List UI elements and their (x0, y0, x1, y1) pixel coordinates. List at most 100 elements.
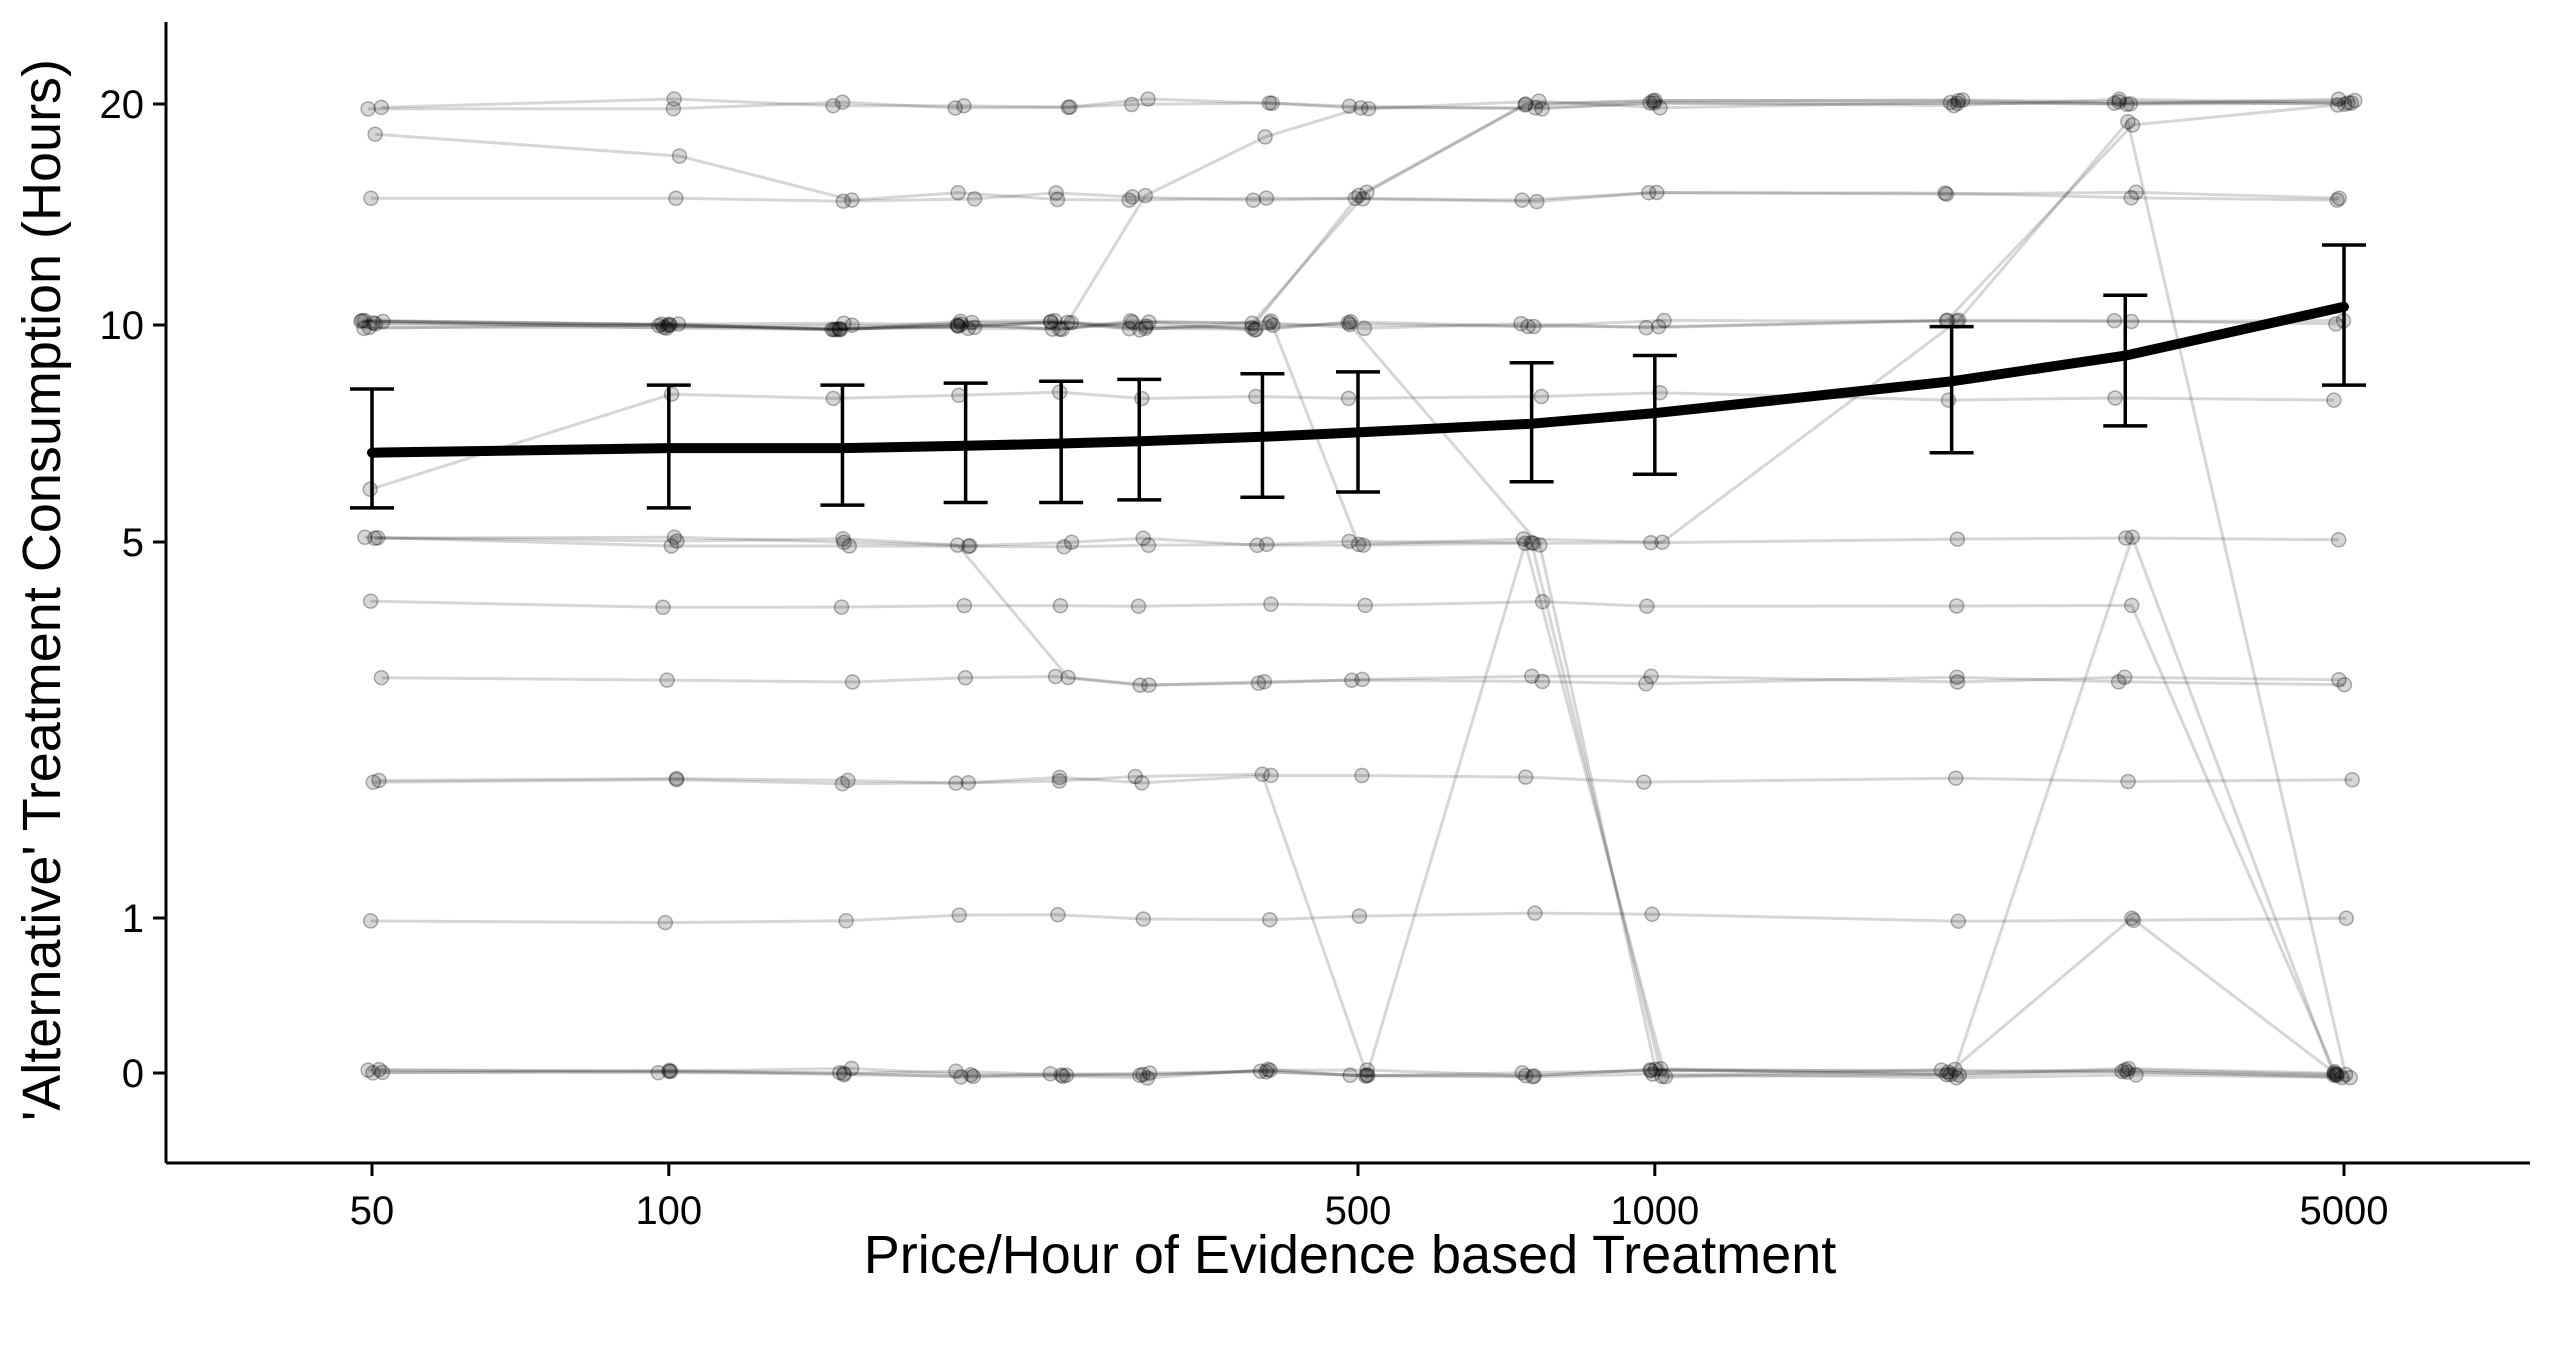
individual-point (1263, 767, 1279, 784)
individual-point (1940, 1064, 1956, 1080)
individual-point (1946, 97, 1962, 114)
individual-point (2120, 1060, 2137, 1077)
individual-point (1051, 769, 1068, 786)
individual-point (659, 672, 675, 688)
individual-point (835, 193, 852, 209)
individual-point (1534, 101, 1550, 117)
individual-point (1529, 193, 1545, 210)
individual-point (953, 316, 969, 332)
individual-point (1526, 318, 1542, 335)
individual-point (1054, 321, 1070, 338)
individual-point (2106, 312, 2123, 329)
individual-point (1261, 95, 1278, 111)
individual-point (836, 1065, 852, 1082)
individual-point (844, 674, 861, 690)
individual-point (1341, 98, 1358, 114)
individual-point (1517, 96, 1534, 112)
individual-point (1642, 95, 1658, 111)
individual-point (2338, 910, 2355, 927)
individual-point (1359, 1067, 1375, 1083)
individual-point (1951, 1067, 1967, 1083)
individual-point (354, 312, 371, 329)
individual-point (2116, 669, 2133, 686)
individual-point (828, 321, 844, 338)
individual-point (2330, 91, 2347, 107)
individual-point (832, 1064, 848, 1081)
individual-point (1263, 596, 1279, 612)
individual-point (1950, 913, 1967, 929)
individual-point (2329, 192, 2345, 208)
individual-point (2124, 910, 2140, 926)
individual-point (2123, 597, 2140, 614)
individual-point (1341, 316, 1358, 333)
individual-point (838, 913, 854, 929)
individual-point (373, 99, 390, 116)
individual-point (1256, 673, 1273, 690)
individual-point (1047, 312, 1063, 329)
individual-line (373, 773, 2353, 786)
mean-curve-layer (350, 243, 2366, 510)
individual-point (1138, 318, 1154, 334)
individual-point (1132, 1067, 1148, 1084)
individual-point (951, 387, 967, 404)
individual-point (833, 599, 850, 615)
individual-point (1525, 1069, 1541, 1085)
individual-line (371, 190, 2340, 203)
individual-point (2336, 96, 2353, 112)
individual-point (1262, 911, 1278, 928)
individual-point (1059, 314, 1076, 331)
individual-point (1942, 94, 1959, 111)
individual-point (2326, 392, 2342, 408)
individual-point (949, 537, 966, 553)
individual-point (2110, 674, 2127, 690)
individual-point (1356, 320, 1373, 337)
individual-point (367, 530, 383, 547)
individual-point (1050, 906, 1066, 923)
individual-point (1520, 318, 1536, 335)
individual-line (377, 536, 2345, 687)
individual-point (1060, 99, 1077, 116)
individual-point (1359, 184, 1375, 201)
individual-point (2328, 1066, 2344, 1083)
individual-point (1644, 1066, 1661, 1082)
individual-point (960, 320, 976, 337)
individual-point (949, 318, 966, 334)
individual-point (1132, 677, 1148, 693)
individual-point (1340, 390, 1357, 407)
individual-point (668, 771, 685, 788)
individual-point (844, 192, 860, 208)
individual-point (836, 1067, 852, 1083)
individual-point (1140, 537, 1157, 554)
individual-line (368, 97, 2352, 111)
individual-point (832, 321, 849, 338)
individual-point (1947, 1061, 1963, 1078)
individual-point (836, 315, 852, 331)
individual-point (1644, 906, 1660, 923)
individual-point (663, 1063, 679, 1080)
individual-point (2329, 97, 2346, 113)
individual-line (364, 319, 2335, 1076)
individual-point (2107, 390, 2123, 406)
individual-point (1647, 1061, 1664, 1078)
individual-point (666, 529, 683, 545)
individual-point (962, 538, 978, 554)
individual-point (1048, 185, 1064, 201)
individual-point (1248, 321, 1264, 338)
individual-point (1124, 189, 1141, 205)
individual-point (1938, 1066, 1955, 1083)
individual-point (363, 190, 379, 207)
individual-point (964, 314, 980, 331)
individual-line (369, 103, 2338, 331)
individual-point (1263, 313, 1279, 329)
x-tick-label: 500 (1325, 1189, 1392, 1233)
individual-point (1063, 315, 1079, 331)
individual-line (372, 1068, 2337, 1078)
individual-point (950, 184, 966, 201)
individual-point (1525, 535, 1542, 551)
individual-point (948, 1063, 964, 1079)
individual-point (2125, 912, 2142, 929)
individual-point (843, 1060, 860, 1077)
individual-point (658, 320, 675, 336)
individual-point (2326, 1065, 2342, 1081)
individual-point (2326, 1064, 2343, 1080)
